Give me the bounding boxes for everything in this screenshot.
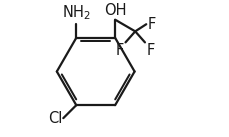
Text: OH: OH [104, 3, 126, 18]
Text: F: F [116, 43, 124, 58]
Text: F: F [146, 43, 155, 58]
Text: F: F [147, 17, 156, 32]
Text: Cl: Cl [48, 111, 62, 126]
Text: NH$_2$: NH$_2$ [62, 4, 91, 22]
